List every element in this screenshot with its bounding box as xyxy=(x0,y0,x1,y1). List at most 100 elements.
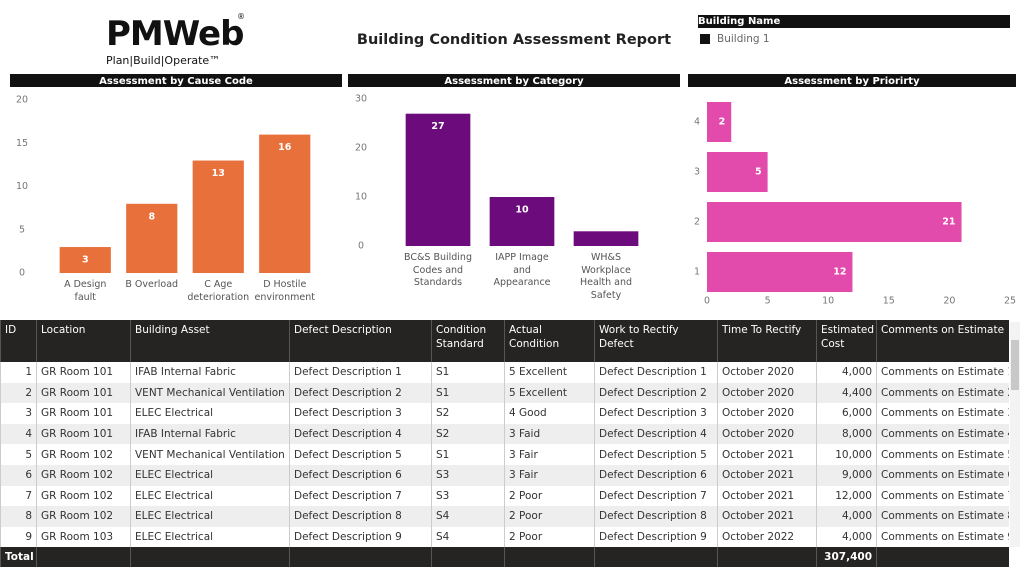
slicer-item[interactable]: Building 1 xyxy=(717,33,770,45)
slicer-checkbox[interactable] xyxy=(700,34,710,44)
x-tick-label: WH&S Workplace Health and Safety xyxy=(579,252,633,301)
bar xyxy=(707,152,768,192)
header-row: ID Location Building Asset Defect Descripti… xyxy=(0,320,1009,362)
data-label: 12 xyxy=(833,267,846,278)
total-cell xyxy=(876,547,1009,568)
table-cell: Defect Description 8 xyxy=(594,506,718,527)
table-cell: Defect Description 3 xyxy=(594,403,718,424)
data-label: 16 xyxy=(278,142,292,153)
column-header: Comments on Estimate xyxy=(876,320,1009,362)
table-cell: Comments on Estimate 6 xyxy=(876,464,1009,486)
total-cell xyxy=(36,547,131,568)
table-cell: GR Room 103 xyxy=(36,526,131,548)
table-cell: 5 xyxy=(0,444,37,465)
table-cell: October 2021 xyxy=(717,464,817,486)
bar xyxy=(126,203,178,273)
bar xyxy=(192,160,244,273)
table-cell: October 2021 xyxy=(717,485,817,507)
table-cell: 12,000 xyxy=(816,485,877,507)
table-cell: Defect Description 5 xyxy=(289,444,432,465)
table-cell: Comments on Estimate 3 xyxy=(876,403,1009,424)
y-tick-label: 15 xyxy=(16,138,28,149)
bar xyxy=(707,202,962,242)
table-cell: 4 xyxy=(0,423,37,445)
table-cell: 2 Poor xyxy=(504,485,595,507)
table-cell: 2 Poor xyxy=(504,526,595,548)
table-cell: ELEC Electrical xyxy=(130,464,290,486)
table-row: 8 GR Room 102 ELEC Electrical Defect Descri… xyxy=(0,506,1009,527)
total-cell xyxy=(594,547,718,568)
table-cell: Comments on Estimate 4 xyxy=(876,423,1009,445)
table-row: 5 GR Room 102 VENT Mechanical Ventilation D… xyxy=(0,444,1009,465)
bar xyxy=(259,134,311,273)
scroll-thumb[interactable] xyxy=(1011,340,1019,390)
table-cell: 8 xyxy=(0,506,37,527)
y-tick-label: 10 xyxy=(16,181,28,192)
table-cell: Defect Description 6 xyxy=(594,464,718,486)
x-tick-label: 20 xyxy=(943,296,955,307)
chart-title-bar xyxy=(688,74,1016,87)
table-cell: Comments on Estimate 1 xyxy=(876,362,1009,383)
table-cell: ELEC Electrical xyxy=(130,403,290,424)
table-cell: 3 Fair xyxy=(504,464,595,486)
table-cell: October 2021 xyxy=(717,506,817,527)
table-cell: Defect Description 7 xyxy=(289,485,432,507)
table-cell: 4,000 xyxy=(816,362,877,383)
x-tick-label: BC&S Building Codes and Standards xyxy=(404,252,472,288)
table-cell: Defect Description 2 xyxy=(594,382,718,404)
table-cell: VENT Mechanical Ventilation xyxy=(130,444,290,465)
y-tick-label: 10 xyxy=(355,192,367,203)
x-tick-label: D Hostile environment xyxy=(254,279,315,303)
data-label: 10 xyxy=(515,205,529,216)
total-cell: 307,400 xyxy=(816,547,877,568)
table-cell: 4 Good xyxy=(504,403,595,424)
scrollbar[interactable] xyxy=(1010,322,1020,547)
table-row: 3 GR Room 101 ELEC Electrical Defect Descri… xyxy=(0,403,1009,424)
table-cell: ELEC Electrical xyxy=(130,485,290,507)
table-cell: GR Room 101 xyxy=(36,423,131,445)
table-cell: VENT Mechanical Ventilation xyxy=(130,382,290,404)
table-cell: IFAB Internal Fabric xyxy=(130,362,290,383)
y-tick-label: 20 xyxy=(355,143,367,154)
data-table: ID Location Building Asset Defect Descripti… xyxy=(0,320,1009,568)
table-cell: S2 xyxy=(431,403,505,424)
y-tick-label: 0 xyxy=(19,268,25,279)
x-tick-label: B Overload xyxy=(125,279,179,290)
column-header: Work to Rectify Defect xyxy=(594,320,718,362)
column-header: Defect Description xyxy=(289,320,432,362)
column-header: Estimated Cost xyxy=(816,320,877,362)
total-cell xyxy=(289,547,432,568)
table-cell: GR Room 102 xyxy=(36,506,131,527)
table-cell: GR Room 101 xyxy=(36,362,131,383)
bar xyxy=(707,252,853,292)
table-cell: October 2020 xyxy=(717,362,817,383)
table-cell: Defect Description 1 xyxy=(289,362,432,383)
y-tick-label: 4 xyxy=(694,117,700,128)
data-label: 3 xyxy=(82,255,89,266)
table-cell: Defect Description 3 xyxy=(289,403,432,424)
bar xyxy=(489,197,555,246)
bar xyxy=(573,231,639,246)
table-cell: 5 Excellent xyxy=(504,362,595,383)
data-label: 21 xyxy=(942,217,955,228)
table-cell: Comments on Estimate 7 xyxy=(876,485,1009,507)
table-cell: 3 Faid xyxy=(504,423,595,445)
table-cell: 4,000 xyxy=(816,506,877,527)
data-label: 13 xyxy=(212,168,225,179)
table-cell: Comments on Estimate 5 xyxy=(876,444,1009,465)
table-row: 1 GR Room 101 IFAB Internal Fabric Defect D… xyxy=(0,362,1009,383)
y-tick-label: 3 xyxy=(694,167,700,178)
total-cell: Total xyxy=(0,547,37,568)
table-cell: 3 Fair xyxy=(504,444,595,465)
table-cell: 4,400 xyxy=(816,382,877,404)
logo: PMWeb xyxy=(106,14,244,54)
table-cell: October 2022 xyxy=(717,526,817,548)
table-cell: 3 xyxy=(0,403,37,424)
table-cell: IFAB Internal Fabric xyxy=(130,423,290,445)
table-cell: Defect Description 4 xyxy=(289,423,432,445)
y-tick-label: 20 xyxy=(16,95,28,106)
slicer-title: Building Name xyxy=(698,15,1010,28)
table-cell: 2 Poor xyxy=(504,506,595,527)
chart-title: Assessment by Priorirty xyxy=(784,76,920,87)
table-row: 9 GR Room 103 ELEC Electrical Defect Descri… xyxy=(0,526,1009,548)
